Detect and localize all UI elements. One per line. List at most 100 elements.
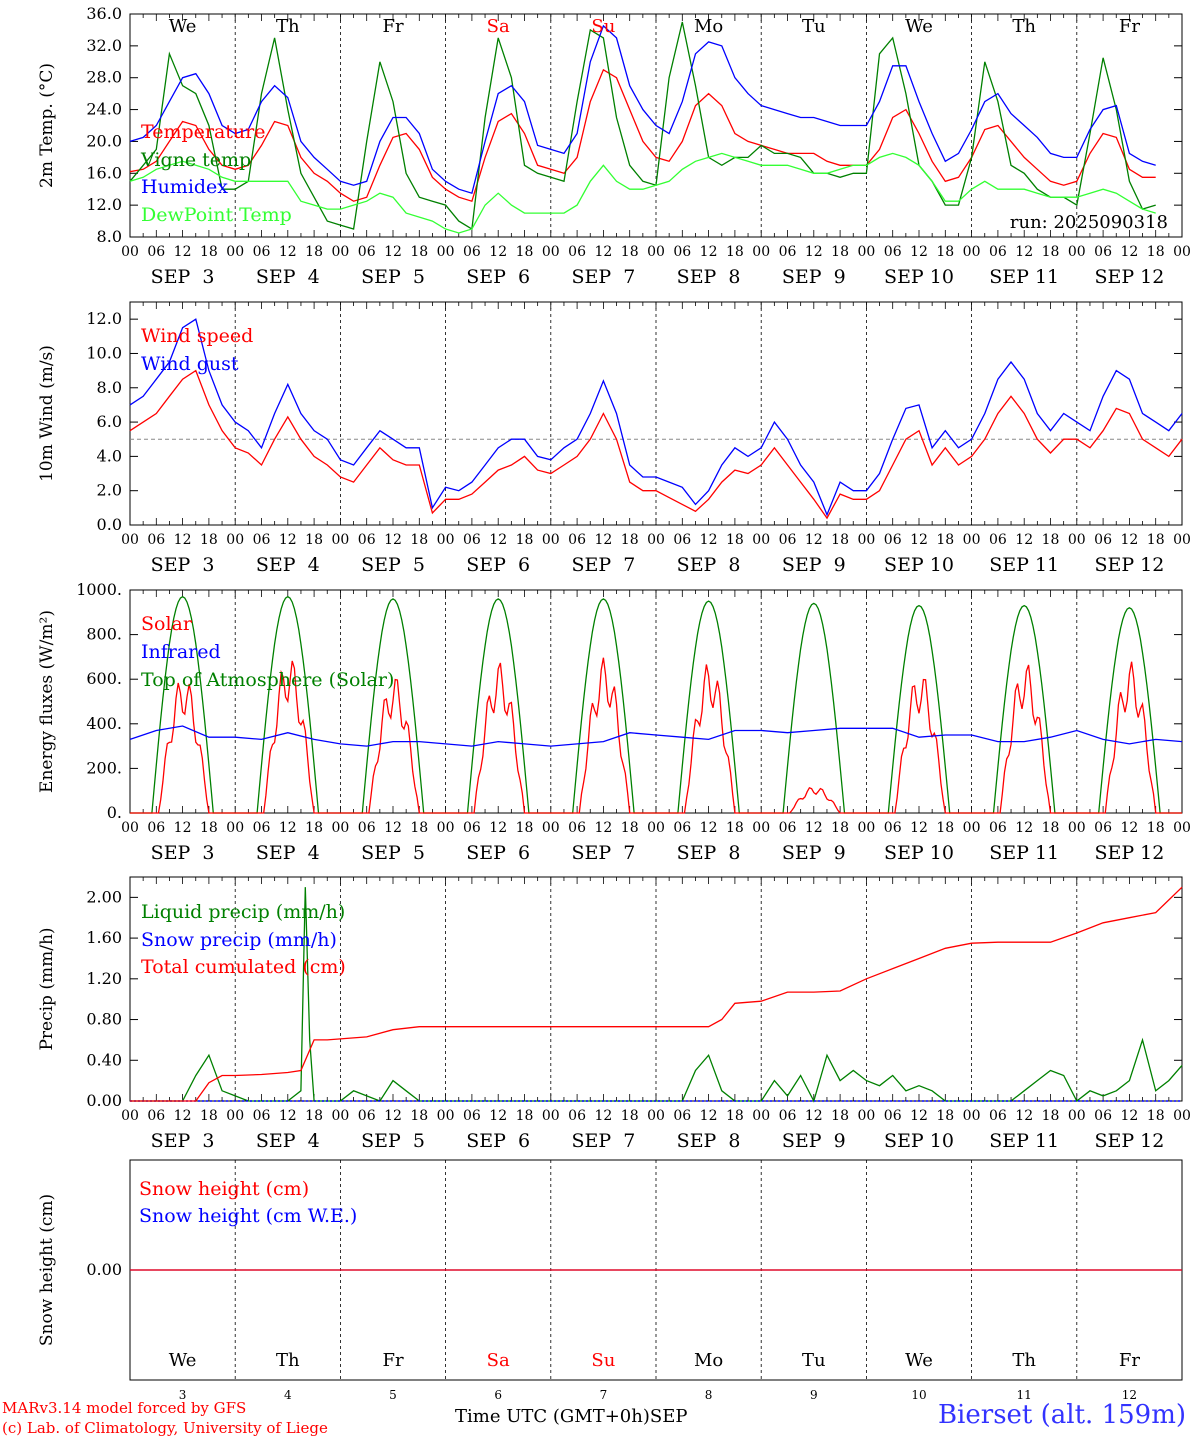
x-tick-label-hour: 00 bbox=[752, 532, 770, 548]
series-line-total-cumulated bbox=[130, 886, 1183, 1102]
x-tick-label-hour: 18 bbox=[621, 532, 639, 548]
x-tick-label-hour: 06 bbox=[884, 532, 902, 548]
x-tick-label-hour: 12 bbox=[279, 244, 297, 260]
x-axis-label-text: Time UTC (GMT+0h) bbox=[455, 1406, 650, 1427]
day-number-label: 9 bbox=[810, 1388, 818, 1402]
x-tick-label-hour: 12 bbox=[700, 820, 718, 836]
x-tick-label-hour: 06 bbox=[147, 1108, 165, 1124]
y-tick-label: 400. bbox=[86, 714, 122, 733]
series-line-wind-speed bbox=[129, 369, 1183, 520]
weekday-label: We bbox=[905, 1350, 933, 1371]
x-tick-label-day: SEP 4 bbox=[256, 842, 320, 864]
x-tick-label-day: SEP 9 bbox=[782, 1130, 846, 1152]
x-tick-label-hour: 00 bbox=[1173, 532, 1191, 548]
x-tick-label-hour: 00 bbox=[331, 244, 349, 260]
x-tick-label-day: SEP 11 bbox=[989, 1130, 1059, 1152]
x-tick-label-hour: 06 bbox=[358, 820, 376, 836]
x-tick-label-day: SEP 11 bbox=[989, 554, 1059, 576]
legend-entry: DewPoint Temp bbox=[141, 204, 292, 226]
weekday-label: Mo bbox=[694, 16, 723, 37]
x-tick-label-hour: 00 bbox=[226, 244, 244, 260]
x-tick-label-hour: 00 bbox=[542, 820, 560, 836]
x-tick-label-hour: 06 bbox=[568, 532, 586, 548]
x-tick-label-hour: 06 bbox=[147, 820, 165, 836]
x-tick-label-hour: 18 bbox=[936, 1108, 954, 1124]
day-number-label: 4 bbox=[284, 1388, 292, 1402]
x-tick-label-hour: 18 bbox=[831, 1108, 849, 1124]
x-tick-label-day: SEP 3 bbox=[151, 266, 215, 288]
x-tick-label-hour: 06 bbox=[884, 820, 902, 836]
x-tick-label-hour: 06 bbox=[463, 244, 481, 260]
x-tick-label-hour: 18 bbox=[831, 532, 849, 548]
x-tick-label-day: SEP 4 bbox=[256, 1130, 320, 1152]
x-tick-label-hour: 06 bbox=[884, 244, 902, 260]
x-tick-label-hour: 06 bbox=[253, 532, 271, 548]
x-tick-label-hour: 18 bbox=[726, 820, 744, 836]
x-tick-label-hour: 12 bbox=[1015, 1108, 1033, 1124]
weekday-label: We bbox=[169, 1350, 197, 1371]
day-number-label: 10 bbox=[911, 1388, 926, 1402]
weekday-label: Fr bbox=[382, 16, 403, 37]
x-tick-label-hour: 00 bbox=[647, 1108, 665, 1124]
y-axis-label: 10m Wind (m/s) bbox=[37, 345, 57, 482]
x-tick-label-hour: 00 bbox=[226, 532, 244, 548]
y-tick-label: 0.0 bbox=[97, 515, 122, 534]
series-line-temperature bbox=[129, 68, 1156, 203]
x-tick-label-hour: 12 bbox=[279, 820, 297, 836]
x-tick-label-hour: 06 bbox=[568, 1108, 586, 1124]
x-tick-label-hour: 06 bbox=[253, 1108, 271, 1124]
x-tick-label-day: SEP 5 bbox=[361, 266, 425, 288]
x-tick-label-day: SEP 10 bbox=[884, 842, 954, 864]
x-tick-label-hour: 00 bbox=[437, 244, 455, 260]
x-tick-label-hour: 06 bbox=[1094, 244, 1112, 260]
x-tick-label-hour: 00 bbox=[437, 820, 455, 836]
x-tick-label-day: SEP 8 bbox=[677, 1130, 741, 1152]
x-tick-label-hour: 18 bbox=[621, 244, 639, 260]
x-tick-label-day: SEP 6 bbox=[466, 1130, 530, 1152]
x-tick-label-hour: 18 bbox=[200, 244, 218, 260]
x-tick-label-hour: 18 bbox=[516, 1108, 534, 1124]
x-tick-label-hour: 18 bbox=[1147, 532, 1165, 548]
x-tick-label-day: SEP 7 bbox=[571, 554, 635, 576]
weekday-label: Th bbox=[1012, 16, 1036, 37]
y-tick-label: 0.00 bbox=[86, 1260, 122, 1279]
x-tick-label-hour: 00 bbox=[752, 244, 770, 260]
weekday-label: Su bbox=[591, 1350, 615, 1371]
weekday-label: Th bbox=[276, 1350, 300, 1371]
legend-entry: Snow height (cm) bbox=[139, 1178, 309, 1200]
weekday-label: Sa bbox=[487, 16, 510, 37]
x-tick-label-hour: 18 bbox=[410, 820, 428, 836]
x-tick-label-hour: 18 bbox=[1042, 820, 1060, 836]
x-tick-label-hour: 18 bbox=[726, 1108, 744, 1124]
series-line-vigne-temp bbox=[129, 21, 1156, 231]
x-tick-label-hour: 06 bbox=[568, 244, 586, 260]
x-tick-label-hour: 12 bbox=[174, 820, 192, 836]
y-axis-label: Precip (mm/h) bbox=[37, 927, 57, 1050]
y-tick-label: 200. bbox=[86, 758, 122, 777]
legend-entry: Humidex bbox=[141, 176, 228, 198]
legend-entry: Infrared bbox=[141, 641, 221, 663]
x-tick-label-hour: 18 bbox=[831, 820, 849, 836]
x-tick-label-hour: 12 bbox=[910, 244, 928, 260]
day-number-label: 8 bbox=[705, 1388, 713, 1402]
x-tick-label-hour: 06 bbox=[1094, 1108, 1112, 1124]
x-tick-label-hour: 18 bbox=[305, 244, 323, 260]
x-tick-label-hour: 18 bbox=[305, 532, 323, 548]
x-tick-label-hour: 06 bbox=[1094, 820, 1112, 836]
x-tick-label-hour: 06 bbox=[568, 820, 586, 836]
x-tick-label-hour: 06 bbox=[358, 532, 376, 548]
x-tick-label-hour: 12 bbox=[910, 1108, 928, 1124]
x-tick-label-hour: 12 bbox=[910, 820, 928, 836]
x-tick-label-day: SEP 9 bbox=[782, 842, 846, 864]
x-tick-label-day: SEP 11 bbox=[989, 842, 1059, 864]
y-tick-label: 8.0 bbox=[97, 378, 122, 397]
station-name: Bierset (alt. 159m) bbox=[937, 1400, 1186, 1430]
x-tick-label-hour: 00 bbox=[963, 244, 981, 260]
x-tick-label-hour: 12 bbox=[279, 1108, 297, 1124]
x-tick-label-day: SEP 12 bbox=[1094, 1130, 1164, 1152]
x-tick-label-hour: 00 bbox=[1068, 532, 1086, 548]
legend-entry: Temperature bbox=[141, 121, 265, 143]
x-tick-label-hour: 12 bbox=[594, 820, 612, 836]
y-tick-label: 600. bbox=[86, 669, 122, 688]
